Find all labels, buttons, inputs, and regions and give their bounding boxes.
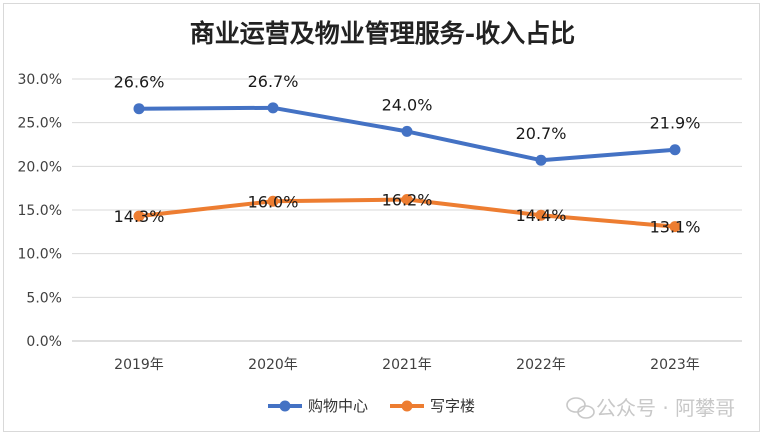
data-label: 20.7% [516, 124, 567, 143]
data-point [133, 103, 145, 115]
data-labels: 26.6% 26.7% 24.0% 20.7% 21.9% 14.3% 16.0% 16.2%… [114, 72, 701, 237]
series-group [133, 102, 681, 233]
data-point [535, 154, 547, 166]
watermark-text: 公众号 · 阿攀哥 [596, 396, 735, 420]
data-point [669, 221, 681, 233]
x-tick-label: 2019年 [114, 357, 164, 373]
data-point [401, 125, 413, 137]
data-point [535, 209, 547, 221]
data-label: 14.4% [516, 206, 567, 225]
chart-frame [3, 3, 760, 432]
y-tick-label: 30.0% [18, 72, 62, 88]
legend-swatch-marker [401, 400, 413, 412]
x-tick-label: 2022年 [516, 357, 566, 373]
y-tick-label: 25.0% [18, 116, 62, 132]
legend-label: 写字楼 [430, 397, 475, 415]
data-point [267, 195, 279, 207]
wechat-icon [566, 397, 595, 419]
data-label: 16.0% [248, 192, 299, 211]
y-tick-label: 0.0% [26, 334, 62, 350]
x-tick-label: 2023年 [650, 357, 700, 373]
data-label: 26.7% [248, 72, 299, 91]
data-label: 21.9% [650, 114, 701, 133]
legend: 购物中心 写字楼 [268, 397, 475, 415]
y-tick-label: 20.0% [18, 159, 62, 175]
data-label: 24.0% [382, 95, 433, 114]
chart-title: 商业运营及物业管理服务-收入占比 [189, 19, 576, 48]
data-label: 16.2% [382, 191, 433, 210]
legend-label: 购物中心 [308, 397, 368, 415]
x-axis-ticks: 2019年 2020年 2021年 2022年 2023年 [114, 357, 700, 373]
gridlines [72, 78, 742, 342]
data-point [669, 144, 681, 156]
legend-swatch-marker [279, 400, 291, 412]
y-tick-label: 10.0% [18, 247, 62, 263]
data-label: 14.3% [114, 207, 165, 226]
watermark: 公众号 · 阿攀哥 [566, 396, 735, 420]
x-tick-label: 2021年 [382, 357, 432, 373]
data-label: 13.1% [650, 218, 701, 237]
y-tick-label: 5.0% [26, 290, 62, 306]
data-point [133, 210, 145, 222]
data-label: 26.6% [114, 73, 165, 92]
y-axis-ticks: 0.0% 5.0% 10.0% 15.0% 20.0% 25.0% 30.0% [18, 72, 62, 350]
data-point [401, 194, 413, 206]
data-point [267, 102, 279, 114]
x-tick-label: 2020年 [248, 357, 298, 373]
y-tick-label: 15.0% [18, 203, 62, 219]
